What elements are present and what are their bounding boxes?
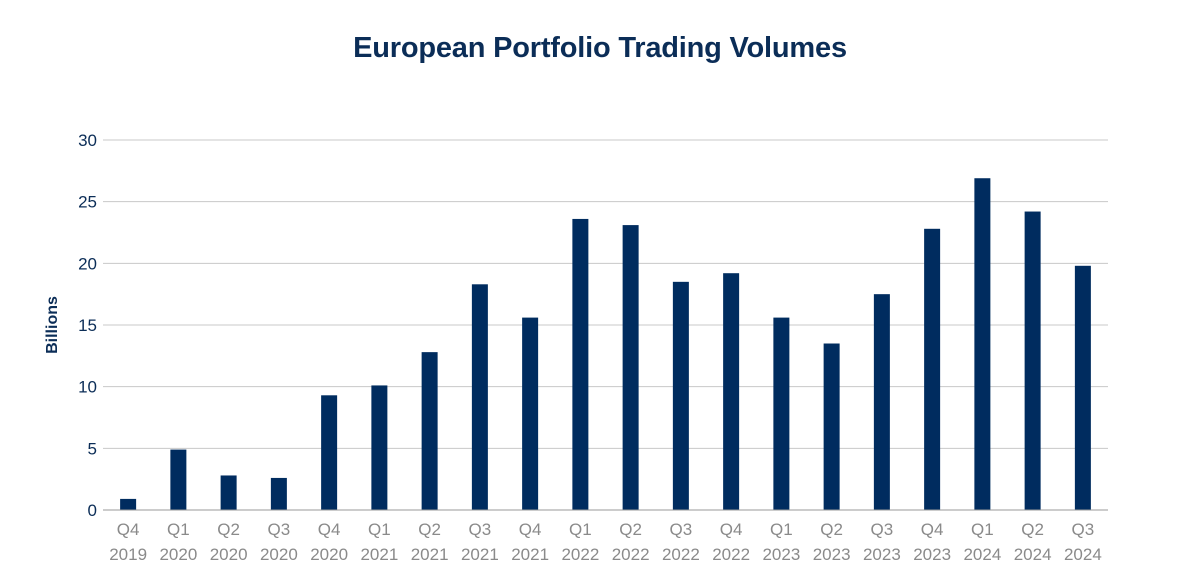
x-tick-label-quarter: Q1: [569, 520, 592, 539]
x-tick-label-quarter: Q2: [619, 520, 642, 539]
axes: 0 5 10 15 20 25 30 Q4 2019 Q1 2020 Q2 2020 Q3 2020 Q4 20…: [78, 131, 1108, 564]
x-tick-label-quarter: Q3: [670, 520, 693, 539]
x-tick-label-quarter: Q4: [117, 520, 140, 539]
x-tick-label-quarter: Q3: [871, 520, 894, 539]
x-tick-label-quarter: Q1: [368, 520, 391, 539]
bar: [622, 225, 639, 510]
x-tick-label-year: 2024: [1064, 545, 1102, 564]
x-tick-label-year: 2020: [210, 545, 248, 564]
bar: [421, 352, 438, 510]
x-tick-label-year: 2023: [913, 545, 951, 564]
x-tick-label-quarter: Q4: [720, 520, 743, 539]
x-tick-label-quarter: Q2: [1021, 520, 1044, 539]
x-tick-label-year: 2023: [762, 545, 800, 564]
x-tick-label-quarter: Q3: [1072, 520, 1095, 539]
bar: [723, 273, 740, 510]
bars: [120, 178, 1091, 511]
x-tick-label-year: 2019: [109, 545, 147, 564]
bar: [823, 343, 840, 510]
bar: [1024, 211, 1041, 511]
x-tick-label-quarter: Q3: [268, 520, 291, 539]
bar: [974, 178, 991, 510]
x-tick-label-year: 2022: [662, 545, 700, 564]
bar: [873, 294, 890, 510]
x-tick-label-quarter: Q2: [418, 520, 441, 539]
bar: [924, 228, 941, 511]
x-tick-label-year: 2020: [310, 545, 348, 564]
x-tick-label-quarter: Q2: [217, 520, 240, 539]
x-tick-label-quarter: Q2: [820, 520, 843, 539]
x-tick-label-quarter: Q4: [318, 520, 341, 539]
x-tick-label-year: 2022: [712, 545, 750, 564]
x-tick-label-quarter: Q4: [519, 520, 542, 539]
y-tick-label: 5: [88, 439, 97, 458]
bar: [672, 281, 689, 510]
bar: [471, 284, 488, 510]
y-tick-label: 20: [78, 254, 97, 273]
x-tick-label-quarter: Q3: [469, 520, 492, 539]
bar: [1074, 265, 1091, 510]
x-tick-label-year: 2020: [260, 545, 298, 564]
y-tick-label: 0: [88, 501, 97, 520]
bar: [120, 498, 137, 510]
bar: [773, 317, 790, 510]
x-tick-label-year: 2021: [411, 545, 449, 564]
bar: [572, 218, 589, 510]
chart-title: European Portfolio Trading Volumes: [353, 32, 847, 64]
x-tick-label-year: 2020: [159, 545, 197, 564]
x-tick-label-year: 2021: [511, 545, 549, 564]
y-tick-label: 10: [78, 378, 97, 397]
x-tick-label-year: 2024: [1014, 545, 1052, 564]
gridlines: [103, 139, 1108, 449]
x-tick-label-year: 2022: [561, 545, 599, 564]
x-tick-label-year: 2022: [612, 545, 650, 564]
y-tick-label: 25: [78, 193, 97, 212]
x-tick-label-quarter: Q4: [921, 520, 944, 539]
bar: [321, 395, 338, 510]
bar: [220, 475, 237, 510]
x-tick-label-quarter: Q1: [971, 520, 994, 539]
bar: [522, 317, 539, 510]
y-axis-label: Billions: [44, 296, 61, 354]
x-tick-label-year: 2023: [863, 545, 901, 564]
x-tick-label-quarter: Q1: [770, 520, 793, 539]
bar: [170, 449, 187, 510]
bar: [371, 385, 388, 510]
bar: [270, 477, 287, 510]
x-tick-label-quarter: Q1: [167, 520, 190, 539]
x-tick-label-year: 2021: [360, 545, 398, 564]
x-tick-label-year: 2021: [461, 545, 499, 564]
y-tick-label: 30: [78, 131, 97, 150]
y-tick-label: 15: [78, 316, 97, 335]
x-tick-label-year: 2023: [813, 545, 851, 564]
x-tick-label-year: 2024: [963, 545, 1001, 564]
